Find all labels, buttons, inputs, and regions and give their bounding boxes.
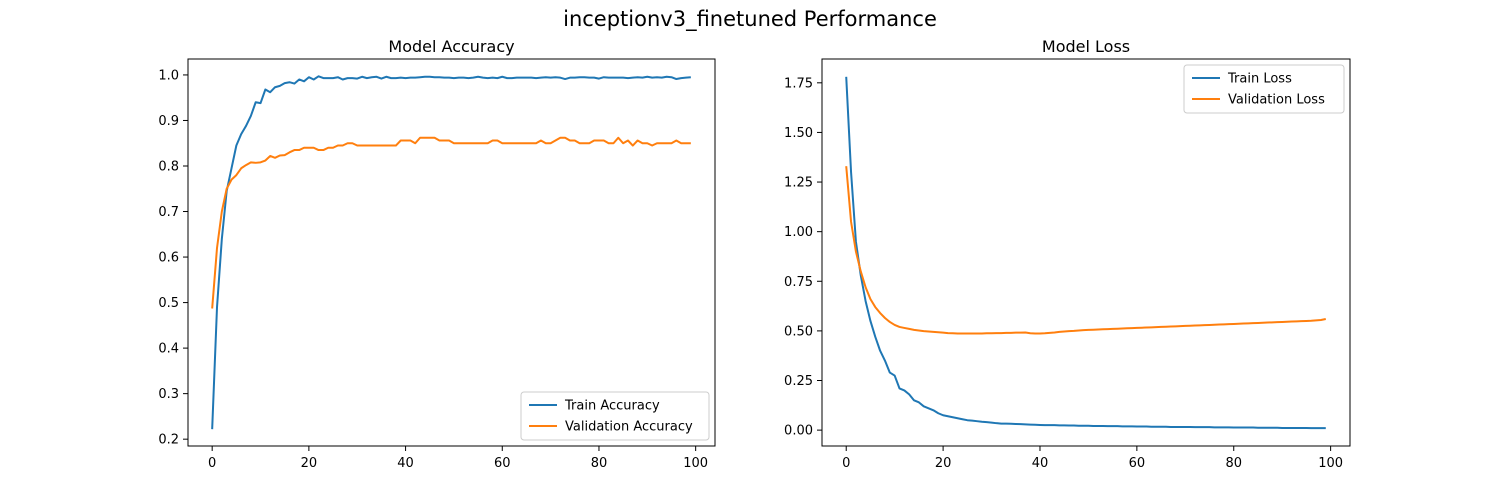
accuracy-x-tick-label: 100 [683, 456, 708, 471]
loss-y-tick-label: 1.50 [784, 126, 813, 141]
accuracy-axes-frame [187, 58, 716, 447]
accuracy-legend-label: Train Accuracy [564, 399, 660, 414]
accuracy-x-tick-label: 80 [591, 456, 608, 471]
accuracy-series-line-1 [211, 136, 691, 309]
accuracy-y-tick-label: 0.7 [158, 205, 179, 220]
loss-legend: Train Loss Validation Loss [1183, 64, 1345, 114]
accuracy-x-tick-label: 40 [397, 456, 414, 471]
accuracy-legend: Train Accuracy Validation Accuracy [520, 391, 710, 441]
loss-x-tick-label: 60 [1129, 456, 1146, 471]
loss-y-tick-label: 1.75 [784, 76, 813, 91]
accuracy-x-tick-label: 20 [301, 456, 318, 471]
accuracy-y-tick-label: 0.8 [158, 159, 179, 174]
loss-legend-box [1183, 64, 1345, 114]
accuracy-y-tick-label: 0.9 [158, 114, 179, 129]
figure-title: inceptionv3_finetuned Performance [563, 7, 937, 32]
accuracy-y-tick-label: 1.0 [158, 68, 179, 83]
loss-y-tick-label: 0.50 [784, 324, 813, 339]
loss-series-line-1 [845, 166, 1326, 335]
loss-y-tick-label: 0.00 [784, 424, 813, 439]
accuracy-x-tick-label: 60 [494, 456, 511, 471]
accuracy-series-line-0 [211, 75, 691, 430]
accuracy-y-tick-label: 0.5 [158, 296, 179, 311]
accuracy-y-tick-label: 0.3 [158, 387, 179, 402]
accuracy-y-tick-label: 0.6 [158, 251, 179, 266]
loss-x-tick-label: 20 [935, 456, 952, 471]
loss-series-line-0 [845, 76, 1326, 430]
accuracy-y-tick-label: 0.4 [158, 342, 179, 357]
loss-y-tick-label: 1.00 [784, 225, 813, 240]
accuracy-x-tick-label: 0 [208, 456, 216, 471]
loss-legend-label: Validation Loss [1228, 93, 1325, 108]
loss-y-tick-label: 0.25 [784, 374, 813, 389]
loss-axes-frame [821, 58, 1351, 447]
loss-plot-area: 0 20 40 60 80 100 0.00 0.25 0.50 0.75 1.00 1.25 1.50… [784, 58, 1351, 471]
accuracy-chart-title: Model Accuracy [388, 37, 514, 56]
loss-y-tick-label: 1.25 [784, 176, 813, 191]
accuracy-y-tick-label: 0.2 [158, 433, 179, 448]
loss-x-tick-label: 80 [1225, 456, 1242, 471]
loss-x-tick-label: 100 [1318, 456, 1343, 471]
loss-y-tick-label: 0.75 [784, 275, 813, 290]
loss-legend-label: Train Loss [1227, 72, 1292, 87]
loss-chart-title: Model Loss [1042, 37, 1130, 56]
accuracy-legend-box [520, 391, 710, 441]
loss-x-tick-label: 0 [842, 456, 850, 471]
accuracy-panel: Model Accuracy 0 20 40 60 80 1000.20.30.40.50… [158, 37, 716, 471]
loss-panel: Model Loss 0 20 40 60 80 100 0.00 0.25 0.50 0.75 1… [784, 37, 1351, 471]
loss-x-tick-label: 40 [1032, 456, 1049, 471]
accuracy-plot-area: 0 20 40 60 80 100 0.2 0.3 0.4 0.5 0.6 0.7 0.8 0.9 1.0 [158, 58, 716, 471]
accuracy-legend-label: Validation Accuracy [565, 420, 693, 435]
